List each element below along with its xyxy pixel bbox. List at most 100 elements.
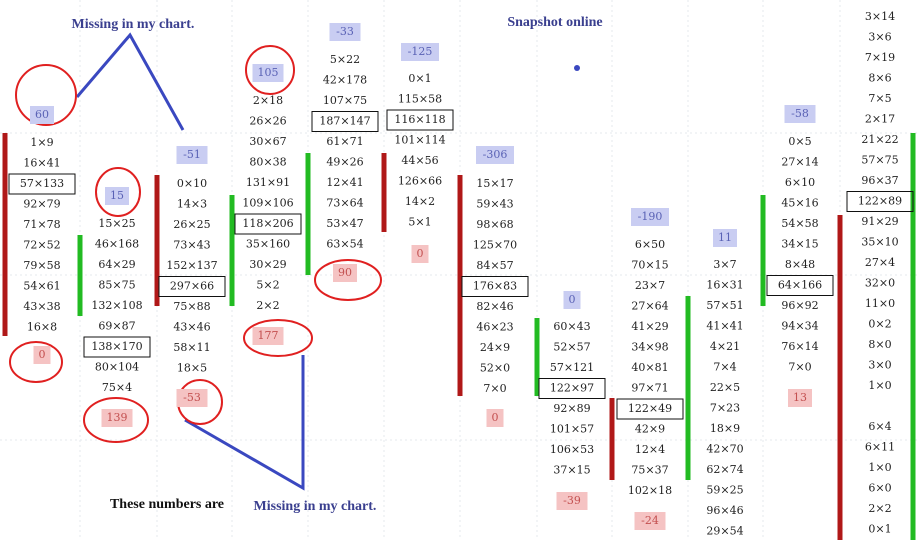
footprint-cell: 15×25 — [98, 217, 135, 230]
end-delta-label: 0 — [39, 348, 46, 361]
end-delta-box — [411, 245, 429, 263]
footprint-cell: 125×70 — [473, 239, 517, 252]
footprint-cell: 14×3 — [177, 198, 207, 211]
footprint-cell: 96×37 — [861, 174, 898, 187]
footprint-cell: 58×11 — [173, 341, 210, 354]
delta-box — [563, 291, 581, 309]
end-delta-box — [101, 409, 133, 427]
footprint-cell: 46×23 — [476, 321, 513, 334]
footprint-cell: 94×34 — [781, 320, 818, 333]
delta-label: 11 — [718, 231, 732, 244]
delta-label: -51 — [183, 148, 201, 161]
footprint-cell: 85×75 — [98, 279, 135, 292]
footprint-cell: 12×4 — [635, 443, 665, 456]
footprint-cell: 176×83 — [473, 280, 517, 293]
footprint-cell: 73×64 — [326, 197, 363, 210]
footprint-cell: 26×26 — [249, 115, 286, 128]
footprint-cell: 46×168 — [95, 238, 139, 251]
footprint-cell: 6×10 — [785, 176, 815, 189]
end-delta-label: 177 — [258, 329, 279, 342]
footprint-cell: 7×0 — [788, 361, 811, 374]
highlight-box — [386, 109, 454, 131]
footprint-cell: 7×23 — [710, 402, 740, 415]
footprint-cell: 42×70 — [706, 443, 743, 456]
end-delta-box — [252, 327, 284, 345]
footprint-cell: 26×25 — [173, 218, 210, 231]
footprint-cell: 23×7 — [635, 279, 665, 292]
footprint-cell: 152×137 — [166, 259, 217, 272]
footprint-cell: 11×0 — [865, 297, 895, 310]
footprint-cell: 3×0 — [868, 359, 891, 372]
delta-label: 0 — [569, 293, 576, 306]
footprint-cell: 1×0 — [868, 461, 891, 474]
end-delta-label: 13 — [793, 391, 807, 404]
footprint-cell: 109×106 — [242, 197, 293, 210]
footprint-cell: 30×67 — [249, 135, 286, 148]
footprint-cell: 91×29 — [861, 215, 898, 228]
footprint-cell: 2×17 — [865, 113, 895, 126]
footprint-cell: 54×61 — [23, 280, 60, 293]
footprint-cell: 3×7 — [713, 258, 736, 271]
footprint-cell: 118×206 — [242, 217, 293, 230]
footprint-cell: 14×2 — [405, 195, 435, 208]
footprint-cell: 76×14 — [781, 340, 818, 353]
footprint-cell: 101×114 — [394, 134, 445, 147]
footprint-cell: 43×46 — [173, 321, 210, 334]
footprint-cell: 16×41 — [23, 157, 60, 170]
footprint-cell: 4×21 — [710, 340, 740, 353]
footprint-cell: 73×43 — [173, 239, 210, 252]
footprint-cell: 122×49 — [628, 402, 672, 415]
delta-label: 15 — [110, 189, 124, 202]
footprint-cell: 45×16 — [781, 197, 818, 210]
end-delta-label: 139 — [107, 411, 128, 424]
footprint-cell: 75×37 — [631, 464, 668, 477]
end-delta-label: -39 — [563, 494, 581, 507]
delta-box — [401, 43, 439, 61]
highlight-box — [234, 213, 302, 235]
footprint-cell: 96×46 — [706, 504, 743, 517]
delta-label: 105 — [258, 66, 279, 79]
delta-box — [631, 208, 669, 226]
footprint-cell: 71×78 — [23, 218, 60, 231]
footprint-cell: 61×71 — [326, 135, 363, 148]
footprint-cell: 8×6 — [868, 72, 891, 85]
footprint-cell: 2×18 — [253, 94, 283, 107]
end-delta-box — [556, 492, 588, 510]
footprint-cell: 80×104 — [95, 361, 139, 374]
footprint-cell: 24×9 — [480, 341, 510, 354]
delta-box — [30, 106, 54, 124]
footprint-cell: 70×15 — [631, 259, 668, 272]
footprint-cell: 2×2 — [868, 502, 891, 515]
end-delta-box — [333, 264, 357, 282]
end-delta-label: -53 — [183, 391, 201, 404]
footprint-cell: 1×9 — [30, 136, 53, 149]
footprint-cell: 0×2 — [868, 318, 891, 331]
footprint-cell: 82×46 — [476, 300, 513, 313]
footprint-cell: 132×108 — [91, 299, 142, 312]
footprint-cell: 122×89 — [858, 195, 902, 208]
footprint-cell: 29×54 — [706, 525, 743, 538]
footprint-cell: 35×160 — [246, 238, 290, 251]
footprint-cell: 43×38 — [23, 300, 60, 313]
footprint-cell: 18×5 — [177, 362, 207, 375]
footprint-cell: 59×25 — [706, 484, 743, 497]
highlight-box — [311, 111, 379, 132]
footprint-cell: 57×133 — [20, 177, 64, 190]
delta-box — [713, 229, 737, 247]
footprint-cell: 15×17 — [476, 177, 513, 190]
delta-box — [784, 105, 816, 123]
footprint-cell: 92×89 — [553, 402, 590, 415]
footprint-cell: 64×29 — [98, 258, 135, 271]
footprint-cell: 41×29 — [631, 320, 668, 333]
footprint-cell: 52×0 — [480, 362, 510, 375]
footprint-cell: 53×47 — [326, 217, 363, 230]
footprint-cell: 75×88 — [173, 300, 210, 313]
footprint-cell: 44×56 — [401, 154, 438, 167]
delta-label: -125 — [408, 45, 433, 58]
footprint-cell: 40×81 — [631, 361, 668, 374]
footprint-cell: 3×6 — [868, 31, 891, 44]
end-delta-box — [486, 409, 504, 427]
annotation: These numbers are — [110, 497, 224, 512]
